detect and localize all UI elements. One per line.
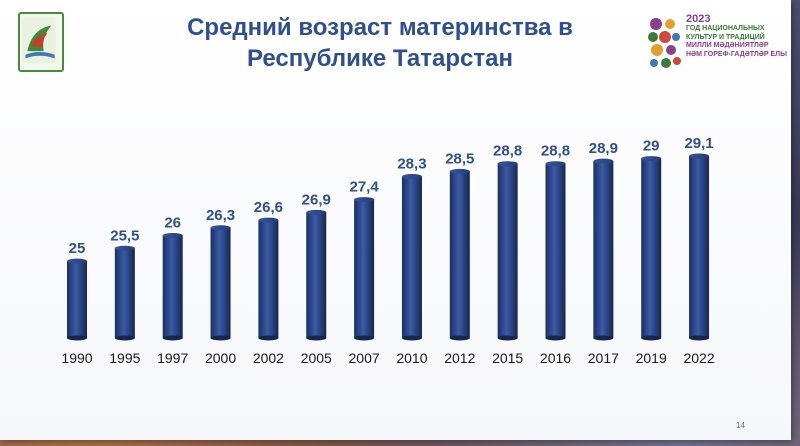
badge-line-tt-2: HӘМ ГОРЕФ-ГАДӘТЛӘР ЕЛЫ (686, 50, 787, 58)
bar-base-2016 (545, 335, 566, 341)
category-label-2007: 2007 (349, 350, 380, 366)
page-number: 14 (736, 421, 745, 430)
bar-cap-2000 (210, 225, 231, 231)
bar-2022 (689, 156, 710, 338)
bar-base-2000 (210, 335, 231, 341)
badge-year: 2023 (686, 13, 711, 25)
value-label-2022: 29,1 (684, 135, 713, 152)
value-label-2016: 28,8 (541, 143, 570, 160)
value-label-2015: 28,8 (493, 143, 522, 160)
bar-base-2017 (593, 335, 614, 341)
bar-1997 (162, 235, 183, 338)
bar-cap-1997 (162, 232, 183, 238)
bar-cap-2015 (497, 161, 518, 167)
bar-2017 (593, 161, 614, 338)
bar-2002 (258, 220, 279, 338)
value-label-2000: 26,3 (206, 207, 235, 224)
bar-1995 (114, 248, 135, 338)
category-label-2015: 2015 (492, 350, 523, 366)
bar-base-2007 (354, 335, 375, 341)
category-label-1997: 1997 (157, 350, 188, 366)
bar-cap-2010 (401, 174, 422, 180)
bar-2010 (401, 176, 422, 338)
value-label-1990: 25 (69, 240, 86, 257)
bar-chart: 25 25,5 26 26,3 26,6 26,9 27,4 28,3 28,5 28,8 28,8… (61, 135, 714, 366)
title-line-1: Средний возраст материнства в (187, 14, 573, 41)
category-label-1995: 1995 (109, 350, 140, 366)
bar-base-1990 (67, 335, 87, 341)
bar-base-2015 (497, 335, 518, 341)
slide-panel: Средний возраст материнства в Республике… (0, 0, 791, 440)
category-label-1990: 1990 (61, 350, 92, 366)
category-label-2005: 2005 (301, 350, 332, 366)
category-label-2022: 2022 (683, 350, 714, 366)
value-label-2007: 27,4 (349, 179, 379, 196)
coat-of-arms-logo (18, 12, 64, 72)
bar-cap-2005 (306, 209, 327, 215)
bar-base-2005 (306, 335, 327, 341)
value-label-1995: 25,5 (110, 227, 139, 244)
bar-2012 (449, 171, 470, 338)
category-label-2002: 2002 (253, 350, 284, 366)
bar-cap-2016 (545, 161, 566, 167)
bar-base-1995 (114, 335, 135, 341)
bar-cap-1990 (67, 258, 87, 264)
bar-base-2022 (689, 335, 710, 341)
bar-base-2002 (258, 335, 279, 341)
bar-cap-2012 (449, 168, 470, 174)
bar-base-2012 (449, 335, 470, 341)
value-label-2005: 26,9 (302, 191, 331, 208)
value-label-2010: 28,3 (397, 156, 426, 173)
bar-2015 (497, 163, 518, 338)
year-of-cultures-badge: 2023 ГОД НАЦИОНАЛЬНЫХ КУЛЬТУР И ТРАДИЦИЙ… (646, 13, 787, 75)
bar-2005 (306, 212, 327, 338)
bar-base-2019 (641, 335, 662, 341)
bar-cap-2002 (258, 217, 279, 223)
ornament-icon (648, 18, 681, 68)
badge-line-ru-1: ГОД НАЦИОНАЛЬНЫХ (686, 25, 765, 32)
category-label-2016: 2016 (540, 350, 571, 366)
bar-2000 (210, 227, 231, 338)
badge-line-ru-2: КУЛЬТУР И ТРАДИЦИЙ (686, 33, 765, 41)
badge-line-tt-1: МИЛЛИ МӘДӘНИЯТЛӘР (686, 42, 769, 49)
category-label-2010: 2010 (396, 350, 427, 366)
bar-cap-2019 (641, 156, 662, 162)
bar-2007 (354, 199, 375, 338)
category-label-2012: 2012 (444, 350, 475, 366)
value-label-1997: 26 (164, 214, 181, 231)
category-label-2000: 2000 (205, 350, 236, 366)
category-label-2017: 2017 (588, 350, 619, 366)
category-label-2019: 2019 (636, 350, 667, 366)
badge-text: 2023 ГОД НАЦИОНАЛЬНЫХ КУЛЬТУР И ТРАДИЦИЙ… (686, 13, 787, 59)
value-label-2002: 26,6 (254, 199, 283, 216)
bar-cap-2017 (593, 158, 614, 164)
slide-title: Средний возраст материнства в Республике… (120, 12, 640, 74)
bar-2019 (641, 158, 662, 338)
bar-base-1997 (162, 335, 183, 341)
value-label-2017: 28,9 (589, 140, 618, 157)
bar-cap-1995 (114, 245, 135, 251)
value-label-2012: 28,5 (445, 150, 474, 167)
bar-cap-2007 (354, 197, 375, 203)
bar-cap-2022 (689, 153, 710, 159)
value-label-2019: 29 (643, 138, 660, 155)
title-line-2: Республике Татарстан (246, 45, 513, 72)
bar-1990 (67, 261, 87, 338)
bar-base-2010 (401, 335, 422, 341)
bar-2016 (545, 163, 566, 338)
